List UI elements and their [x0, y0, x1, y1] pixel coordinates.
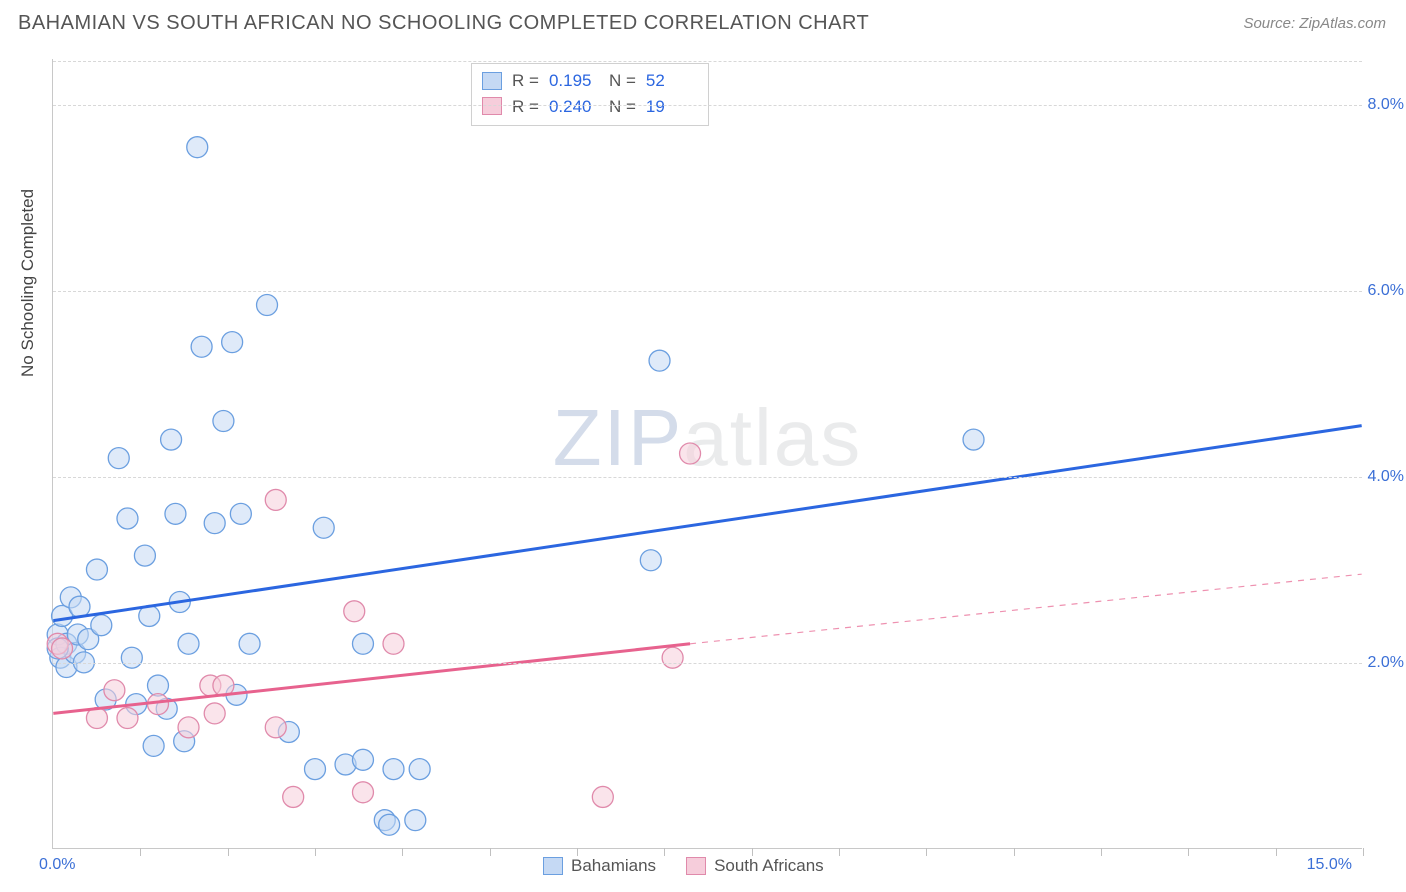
data-point	[187, 137, 208, 158]
x-tick	[315, 848, 316, 856]
data-point	[52, 638, 73, 659]
data-point	[592, 786, 613, 807]
legend-label-bahamians: Bahamians	[571, 856, 656, 876]
swatch-bahamians-icon	[482, 72, 502, 90]
chart-header: BAHAMIAN VS SOUTH AFRICAN NO SCHOOLING C…	[0, 0, 1406, 41]
x-tick	[1014, 848, 1015, 856]
x-tick	[1101, 848, 1102, 856]
legend-item-bahamians: Bahamians	[543, 856, 656, 876]
n-value-0: 52	[646, 68, 696, 94]
data-point	[104, 680, 125, 701]
data-point	[379, 814, 400, 835]
data-point	[86, 559, 107, 580]
x-tick	[228, 848, 229, 856]
data-point	[265, 717, 286, 738]
x-tick	[577, 848, 578, 856]
data-point	[222, 332, 243, 353]
data-point	[91, 615, 112, 636]
data-point	[178, 633, 199, 654]
data-point	[680, 443, 701, 464]
data-point	[230, 503, 251, 524]
y-tick-label: 2.0%	[1368, 654, 1404, 672]
data-point	[963, 429, 984, 450]
data-point	[344, 601, 365, 622]
data-point	[352, 782, 373, 803]
data-point	[383, 759, 404, 780]
x-axis-max-label: 15.0%	[1307, 856, 1352, 874]
data-point	[165, 503, 186, 524]
y-axis-title: No Schooling Completed	[18, 189, 38, 377]
legend-swatch-bahamians-icon	[543, 857, 563, 875]
data-point	[257, 294, 278, 315]
data-point	[352, 633, 373, 654]
data-point	[649, 350, 670, 371]
data-point	[191, 336, 212, 357]
data-point	[405, 810, 426, 831]
stats-legend: R = 0.195 N = 52 R = 0.240 N = 19	[471, 63, 709, 126]
source-attribution: Source: ZipAtlas.com	[1243, 15, 1386, 32]
x-tick	[1188, 848, 1189, 856]
data-point	[204, 513, 225, 534]
data-point	[352, 749, 373, 770]
trend-line	[53, 426, 1361, 621]
y-tick-label: 4.0%	[1368, 468, 1404, 486]
r-value-0: 0.195	[549, 68, 599, 94]
legend-item-southafricans: South Africans	[686, 856, 824, 876]
bottom-legend: Bahamians South Africans	[543, 856, 824, 876]
data-point	[640, 550, 661, 571]
hgridline-top	[53, 61, 1362, 62]
hgridline	[53, 663, 1362, 664]
data-point	[305, 759, 326, 780]
data-point	[239, 633, 260, 654]
x-tick	[490, 848, 491, 856]
data-point	[204, 703, 225, 724]
x-tick	[402, 848, 403, 856]
x-tick	[1363, 848, 1364, 856]
x-tick	[752, 848, 753, 856]
data-point	[178, 717, 199, 738]
x-tick	[664, 848, 665, 856]
y-tick-label: 8.0%	[1368, 96, 1404, 114]
x-tick	[140, 848, 141, 856]
data-point	[134, 545, 155, 566]
data-point	[313, 517, 334, 538]
data-point	[108, 448, 129, 469]
trend-line	[53, 644, 690, 714]
hgridline	[53, 291, 1362, 292]
r-label-0: R =	[512, 68, 539, 94]
data-point	[283, 786, 304, 807]
data-point	[148, 675, 169, 696]
hgridline	[53, 477, 1362, 478]
stats-row-0: R = 0.195 N = 52	[482, 68, 696, 94]
data-point	[143, 735, 164, 756]
data-point	[161, 429, 182, 450]
data-point	[117, 508, 138, 529]
chart-title: BAHAMIAN VS SOUTH AFRICAN NO SCHOOLING C…	[18, 12, 869, 35]
data-point	[409, 759, 430, 780]
chart-container: No Schooling Completed ZIPatlas R = 0.19…	[0, 41, 1406, 891]
x-tick	[839, 848, 840, 856]
y-tick-label: 6.0%	[1368, 282, 1404, 300]
x-tick	[1276, 848, 1277, 856]
trend-line-extrapolated	[690, 574, 1362, 644]
data-point	[213, 411, 234, 432]
legend-label-southafricans: South Africans	[714, 856, 824, 876]
plot-area: ZIPatlas R = 0.195 N = 52 R = 0.240 N = …	[52, 59, 1362, 849]
legend-swatch-southafricans-icon	[686, 857, 706, 875]
scatter-svg	[53, 59, 1362, 848]
x-tick	[926, 848, 927, 856]
n-label-0: N =	[609, 68, 636, 94]
data-point	[662, 647, 683, 668]
data-point	[121, 647, 142, 668]
data-point	[265, 489, 286, 510]
x-axis-min-label: 0.0%	[39, 856, 75, 874]
data-point	[117, 708, 138, 729]
data-point	[383, 633, 404, 654]
hgridline	[53, 105, 1362, 106]
data-point	[69, 596, 90, 617]
